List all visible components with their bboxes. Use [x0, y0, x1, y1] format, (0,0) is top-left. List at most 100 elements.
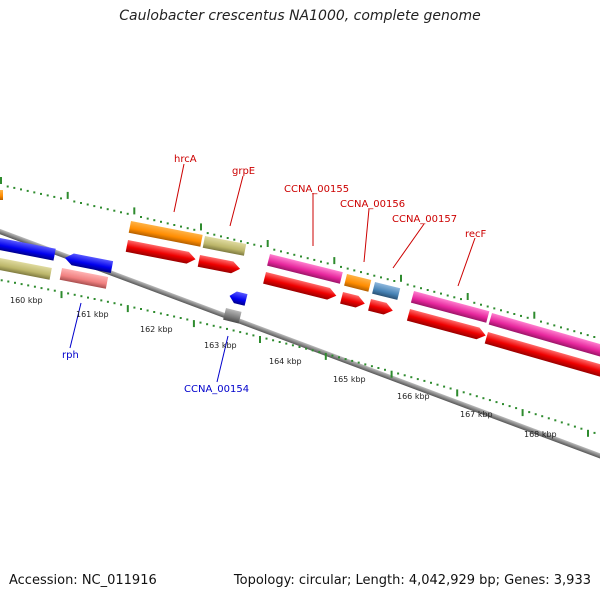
feature-grpE-cds[interactable]: [202, 236, 247, 256]
feature-next-cds[interactable]: [488, 313, 600, 364]
major-tick: [521, 409, 524, 417]
minor-tick: [206, 232, 209, 235]
major-tick: [466, 293, 469, 300]
minor-tick: [26, 189, 29, 192]
minor-tick: [0, 279, 3, 282]
minor-tick: [93, 298, 96, 300]
minor-tick: [423, 379, 426, 382]
minor-tick: [213, 233, 216, 236]
minor-tick: [449, 387, 452, 390]
feature-hrcA-gene[interactable]: [125, 240, 197, 265]
minor-tick: [502, 403, 504, 406]
feature-partial-orange[interactable]: [0, 190, 3, 200]
feature-recF-gene[interactable]: [406, 309, 487, 341]
minor-tick: [46, 194, 49, 197]
feature-CCNA_00155-gene[interactable]: [263, 272, 338, 302]
minor-tick: [462, 391, 465, 394]
feature-hrcA-cds[interactable]: [128, 221, 203, 247]
gene-label-CCNA_00156: CCNA_00156: [340, 199, 405, 210]
major-tick: [133, 207, 136, 215]
feature-rph-cds[interactable]: [59, 268, 109, 289]
minor-tick: [306, 257, 309, 260]
minor-tick: [239, 331, 242, 334]
feature-grpE-gene[interactable]: [197, 255, 242, 275]
map-title: Caulobacter crescentus NA1000, complete …: [119, 8, 481, 24]
feature-left-khaki-cds[interactable]: [0, 255, 52, 280]
minor-tick: [440, 292, 442, 295]
minor-tick: [320, 260, 322, 263]
minor-tick: [179, 317, 182, 319]
feature-CCNA_00156-cds[interactable]: [344, 274, 372, 292]
feature-CCNA_00156-gene[interactable]: [340, 292, 366, 309]
feature-left-blue-cds[interactable]: [0, 236, 56, 261]
minor-tick: [580, 427, 583, 430]
feature-recF-cds[interactable]: [410, 291, 490, 323]
minor-tick: [346, 267, 349, 270]
minor-tick: [113, 302, 116, 305]
minor-tick: [86, 203, 89, 206]
gene-label-rph: rph: [62, 350, 79, 361]
minor-tick: [526, 316, 529, 319]
minor-tick: [488, 399, 491, 402]
minor-tick: [272, 339, 275, 342]
feature-CCNA_00157-cds[interactable]: [372, 282, 401, 300]
minor-tick: [305, 347, 308, 350]
minor-tick: [100, 299, 103, 302]
minor-tick: [547, 417, 550, 420]
feature-CCNA_00154-gene[interactable]: [228, 290, 248, 306]
major-tick: [390, 370, 393, 378]
major-tick: [60, 291, 63, 299]
minor-tick: [260, 245, 262, 248]
feature-next-gene[interactable]: [484, 332, 600, 384]
minor-tick: [160, 220, 162, 223]
minor-tick: [20, 283, 23, 286]
minor-tick: [273, 248, 276, 251]
minor-tick: [6, 185, 9, 188]
minor-tick: [433, 290, 436, 293]
minor-tick: [40, 287, 43, 290]
minor-tick: [560, 421, 563, 424]
label-leaders: [69, 163, 476, 383]
minor-tick: [586, 334, 589, 337]
minor-tick: [351, 359, 354, 362]
minor-tick: [293, 253, 296, 256]
minor-tick: [475, 395, 478, 398]
minor-tick: [173, 315, 176, 318]
minor-tick: [87, 296, 89, 299]
minor-tick: [240, 240, 242, 243]
minor-tick: [573, 425, 576, 428]
minor-tick: [313, 258, 316, 261]
minor-tick: [245, 332, 248, 335]
minor-tick: [344, 358, 347, 361]
minor-tick: [393, 280, 396, 282]
minor-tick: [298, 346, 301, 348]
minor-tick: [413, 285, 416, 288]
minor-tick: [106, 300, 109, 303]
minor-tick: [73, 293, 76, 296]
feature-CCNA_00154-cds[interactable]: [223, 308, 242, 324]
minor-tick: [226, 237, 229, 239]
feature-CCNA_00155-cds[interactable]: [267, 254, 343, 284]
feature-rph-gene[interactable]: [64, 252, 114, 273]
minor-tick: [567, 423, 570, 426]
minor-tick: [280, 250, 282, 253]
feature-CCNA_00157-gene[interactable]: [368, 299, 394, 316]
minor-tick: [67, 292, 70, 295]
minor-tick: [286, 252, 289, 255]
scale-label-164: 164 kbp: [269, 357, 302, 366]
scale-label-167: 167 kbp: [460, 410, 493, 419]
major-tick: [66, 191, 69, 199]
minor-tick: [253, 243, 256, 246]
gene-label-CCNA_00154: CCNA_00154: [184, 384, 249, 395]
minor-tick: [360, 271, 362, 274]
minor-tick: [120, 303, 123, 306]
minor-tick: [33, 285, 36, 288]
minor-tick: [338, 356, 340, 359]
minor-tick: [219, 326, 222, 329]
minor-tick: [120, 211, 122, 214]
minor-tick: [373, 274, 376, 277]
minor-tick: [353, 269, 356, 272]
scale-label-161: 161 kbp: [76, 310, 109, 319]
minor-tick: [580, 332, 582, 335]
minor-tick: [436, 383, 439, 386]
